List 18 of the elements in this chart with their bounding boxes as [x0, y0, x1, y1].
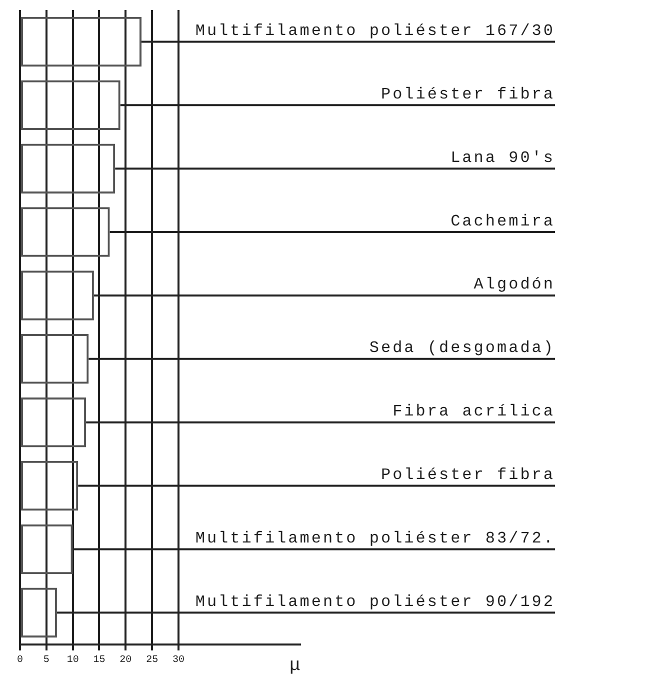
y-tick-label: Multifilamento poliéster 90/192: [195, 592, 555, 611]
x-tick-label: 0: [16, 655, 24, 666]
y-tick-label: Multifilamento poliéster 167/30: [195, 22, 555, 40]
y-tick-label: Multifilamento poliéster 83/72.: [195, 529, 555, 548]
x-axis-title: µ: [290, 654, 300, 674]
x-tick-label: 15: [93, 655, 106, 666]
y-tick-label: Lana 90's: [450, 148, 555, 167]
y-tick-label: Seda (desgomada): [369, 339, 555, 358]
y-tick-label: Fibra acrílica: [392, 402, 555, 421]
y-tick-label: Algodón: [474, 276, 555, 294]
x-tick-label: 20: [120, 655, 132, 666]
x-tick-label: 10: [66, 655, 79, 666]
y-tick-label: Poliéster fibra: [380, 466, 555, 484]
x-tick-label: 30: [172, 655, 184, 666]
x-tick-label: 25: [146, 655, 158, 666]
x-tick-label: 5: [43, 655, 50, 666]
y-tick-label: Poliéster fibra: [380, 85, 555, 104]
y-tick-label: Cachemira: [450, 212, 555, 230]
